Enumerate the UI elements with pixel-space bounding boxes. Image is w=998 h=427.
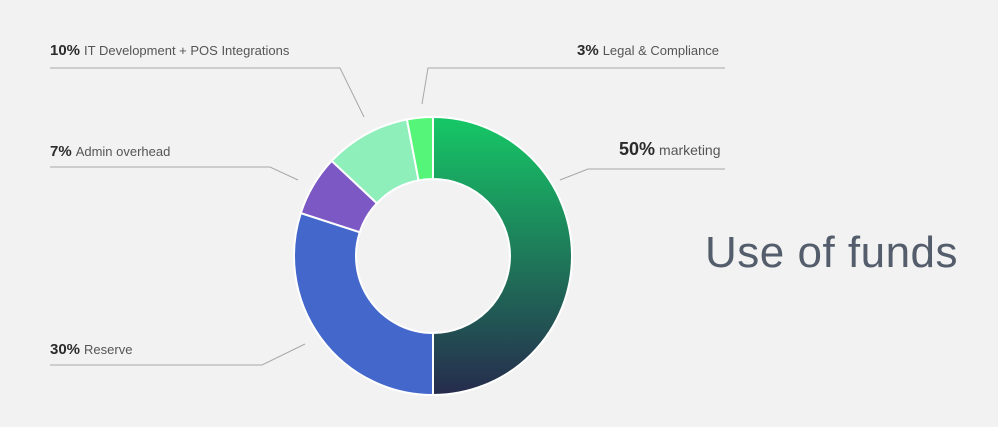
label-reserve: 30% Reserve <box>50 342 132 358</box>
slice-marketing <box>432 115 573 397</box>
label-percent: 10% <box>50 42 81 59</box>
leader-it-development <box>50 67 365 118</box>
label-name: Admin overhead <box>75 144 171 159</box>
leader-marketing <box>559 168 725 181</box>
slice-reserve <box>293 211 434 397</box>
leader-admin-overhead <box>50 166 299 181</box>
label-marketing: 50% marketing <box>619 140 721 159</box>
label-name: marketing <box>659 142 721 158</box>
label-percent: 30% <box>50 341 81 358</box>
leader-reserve <box>50 343 306 366</box>
leader-legal-compliance <box>421 67 725 105</box>
label-admin-overhead: 7% Admin overhead <box>50 144 170 160</box>
label-percent: 50% <box>619 139 656 159</box>
label-percent: 7% <box>50 143 72 160</box>
label-name: Legal & Compliance <box>602 43 720 58</box>
slice-legal-compliance <box>405 115 434 182</box>
label-name: IT Development + POS Integrations <box>84 43 290 58</box>
label-legal-compliance: 3% Legal & Compliance <box>577 43 719 59</box>
chart-title: Use of funds <box>705 228 959 277</box>
label-it-development: 10% IT Development + POS Integrations <box>50 43 289 59</box>
label-percent: 3% <box>577 42 599 59</box>
label-name: Reserve <box>84 342 133 357</box>
